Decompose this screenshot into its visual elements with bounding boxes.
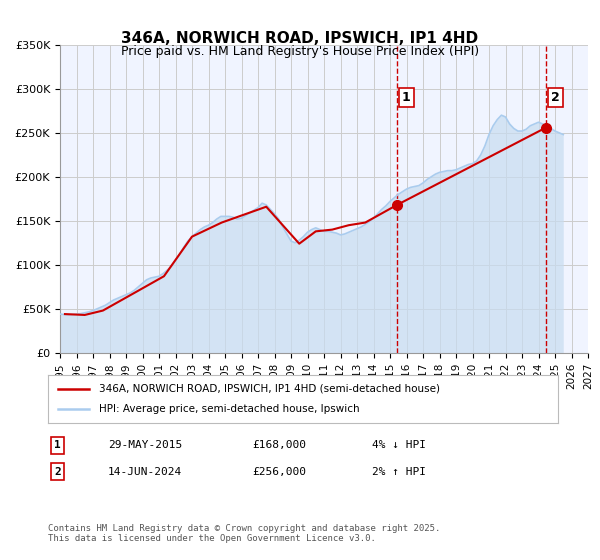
Text: £256,000: £256,000 bbox=[252, 466, 306, 477]
Text: 346A, NORWICH ROAD, IPSWICH, IP1 4HD (semi-detached house): 346A, NORWICH ROAD, IPSWICH, IP1 4HD (se… bbox=[99, 384, 440, 394]
Text: 4% ↓ HPI: 4% ↓ HPI bbox=[372, 440, 426, 450]
Text: 29-MAY-2015: 29-MAY-2015 bbox=[108, 440, 182, 450]
Text: 14-JUN-2024: 14-JUN-2024 bbox=[108, 466, 182, 477]
Text: Price paid vs. HM Land Registry's House Price Index (HPI): Price paid vs. HM Land Registry's House … bbox=[121, 45, 479, 58]
Text: 2% ↑ HPI: 2% ↑ HPI bbox=[372, 466, 426, 477]
Text: £168,000: £168,000 bbox=[252, 440, 306, 450]
Text: 2: 2 bbox=[551, 91, 560, 104]
Text: HPI: Average price, semi-detached house, Ipswich: HPI: Average price, semi-detached house,… bbox=[99, 404, 359, 414]
Text: 346A, NORWICH ROAD, IPSWICH, IP1 4HD: 346A, NORWICH ROAD, IPSWICH, IP1 4HD bbox=[121, 31, 479, 46]
Text: 1: 1 bbox=[54, 440, 61, 450]
Text: 1: 1 bbox=[402, 91, 410, 104]
Text: Contains HM Land Registry data © Crown copyright and database right 2025.
This d: Contains HM Land Registry data © Crown c… bbox=[48, 524, 440, 543]
Text: 2: 2 bbox=[54, 466, 61, 477]
